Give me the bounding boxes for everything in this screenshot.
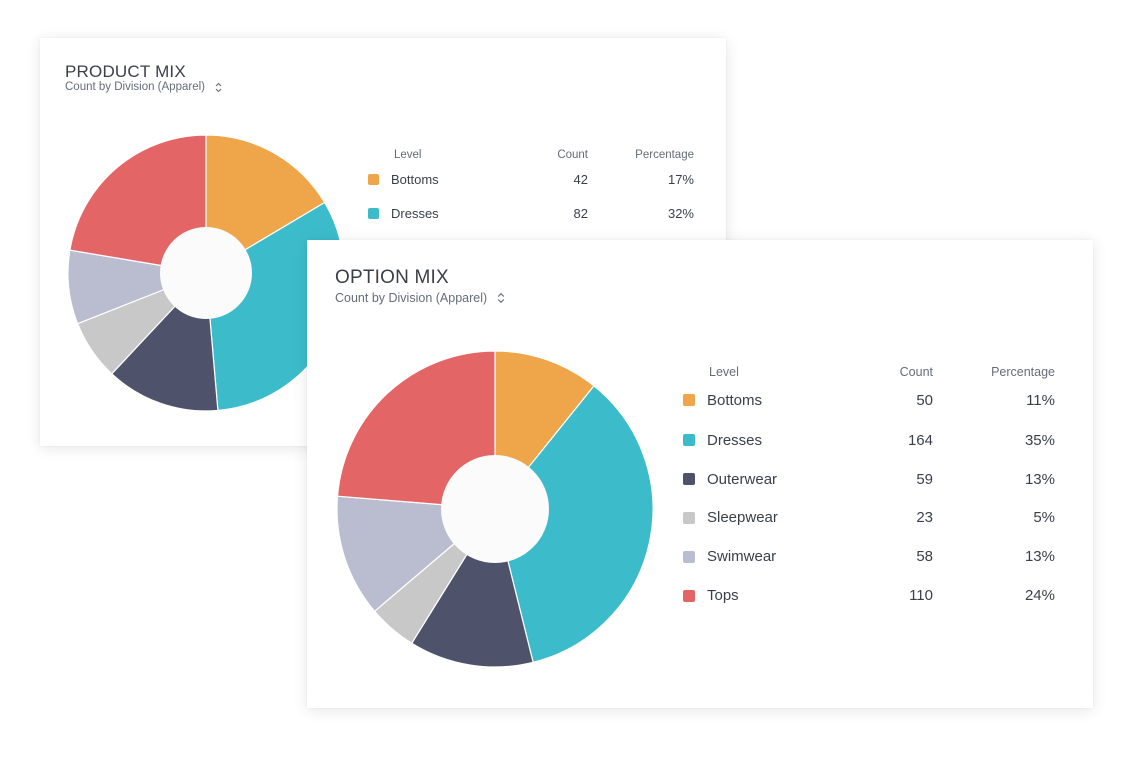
legend-count: 23 bbox=[916, 509, 933, 527]
legend-level-label: Outerwear bbox=[707, 470, 778, 488]
count-header: Count bbox=[899, 365, 933, 379]
option-mix-card: OPTION MIX Count by Division (Apparel) L… bbox=[307, 240, 1093, 708]
legend-row[interactable]: Swimwear 58 13% bbox=[683, 537, 1055, 576]
legend-percentage: 5% bbox=[1033, 509, 1055, 527]
option-mix-donut bbox=[336, 350, 654, 668]
chart-title: OPTION MIX bbox=[335, 267, 449, 288]
donut-hole bbox=[441, 455, 549, 563]
legend-percentage: 17% bbox=[667, 171, 694, 187]
legend-level-label: Sleepwear bbox=[707, 509, 778, 527]
legend-row[interactable]: Tops 110 24% bbox=[683, 576, 1055, 615]
legend-percentage: 13% bbox=[1024, 470, 1055, 488]
legend-level-label: Swimwear bbox=[707, 548, 777, 566]
level-header: Level bbox=[394, 149, 422, 161]
legend-row[interactable]: Bottoms 42 17% bbox=[368, 161, 694, 197]
legend-percentage: 24% bbox=[1024, 587, 1055, 605]
legend-swatch bbox=[683, 550, 695, 563]
legend-row[interactable]: Bottoms 50 11% bbox=[683, 379, 1055, 421]
legend-row[interactable]: Dresses 164 35% bbox=[683, 421, 1055, 460]
legend-percentage: 35% bbox=[1024, 431, 1055, 449]
legend-level-label: Dresses bbox=[707, 431, 763, 449]
legend-swatch bbox=[683, 473, 695, 486]
legend-row[interactable]: Outerwear 59 13% bbox=[683, 460, 1055, 499]
measure-selector[interactable]: Count by Division (Apparel) bbox=[335, 291, 505, 305]
legend-swatch bbox=[683, 511, 695, 524]
percentage-header: Percentage bbox=[991, 365, 1055, 379]
count-header: Count bbox=[557, 149, 588, 161]
measure-selector-label: Count by Division (Apparel) bbox=[335, 291, 488, 305]
product-mix-donut bbox=[67, 134, 345, 412]
legend-row[interactable]: Dresses 82 32% bbox=[368, 197, 694, 230]
legend-row[interactable]: Sleepwear 23 5% bbox=[683, 499, 1055, 538]
slice-dresses[interactable] bbox=[494, 385, 654, 664]
legend-level-label: Tops bbox=[707, 587, 739, 605]
legend-percentage: 11% bbox=[1026, 391, 1055, 409]
measure-selector-label: Count by Division (Apparel) bbox=[65, 81, 205, 93]
legend-count: 110 bbox=[909, 587, 933, 605]
legend-swatch bbox=[683, 434, 695, 447]
legend-count: 50 bbox=[916, 391, 933, 409]
chart-title: PRODUCT MIX bbox=[65, 62, 186, 81]
legend-swatch bbox=[368, 173, 379, 185]
legend-level-label: Dresses bbox=[391, 206, 439, 221]
option-mix-legend: Level Count Percentage Bottoms 50 11% Dress… bbox=[683, 357, 1055, 615]
legend-percentage: 32% bbox=[667, 206, 694, 221]
slice-tops[interactable] bbox=[336, 350, 496, 510]
legend-count: 82 bbox=[573, 206, 588, 221]
slice-tops[interactable] bbox=[69, 134, 207, 274]
legend-count: 59 bbox=[916, 470, 933, 488]
legend-count: 164 bbox=[907, 431, 933, 449]
sort-up-down-icon bbox=[215, 82, 222, 93]
sort-up-down-icon bbox=[497, 292, 505, 304]
product-mix-legend: Level Count Percentage Bottoms 42 17% Dress… bbox=[368, 139, 694, 230]
measure-selector[interactable]: Count by Division (Apparel) bbox=[65, 81, 222, 93]
legend-count: 58 bbox=[916, 548, 933, 566]
legend-level-label: Bottoms bbox=[707, 391, 763, 409]
level-header: Level bbox=[709, 365, 739, 379]
legend-swatch bbox=[683, 589, 695, 602]
legend-level-label: Bottoms bbox=[391, 171, 439, 187]
donut-hole bbox=[160, 227, 252, 319]
legend-percentage: 13% bbox=[1024, 548, 1055, 566]
legend-swatch bbox=[368, 208, 379, 219]
legend-swatch bbox=[683, 394, 695, 406]
legend-count: 42 bbox=[573, 171, 588, 187]
percentage-header: Percentage bbox=[635, 149, 694, 161]
